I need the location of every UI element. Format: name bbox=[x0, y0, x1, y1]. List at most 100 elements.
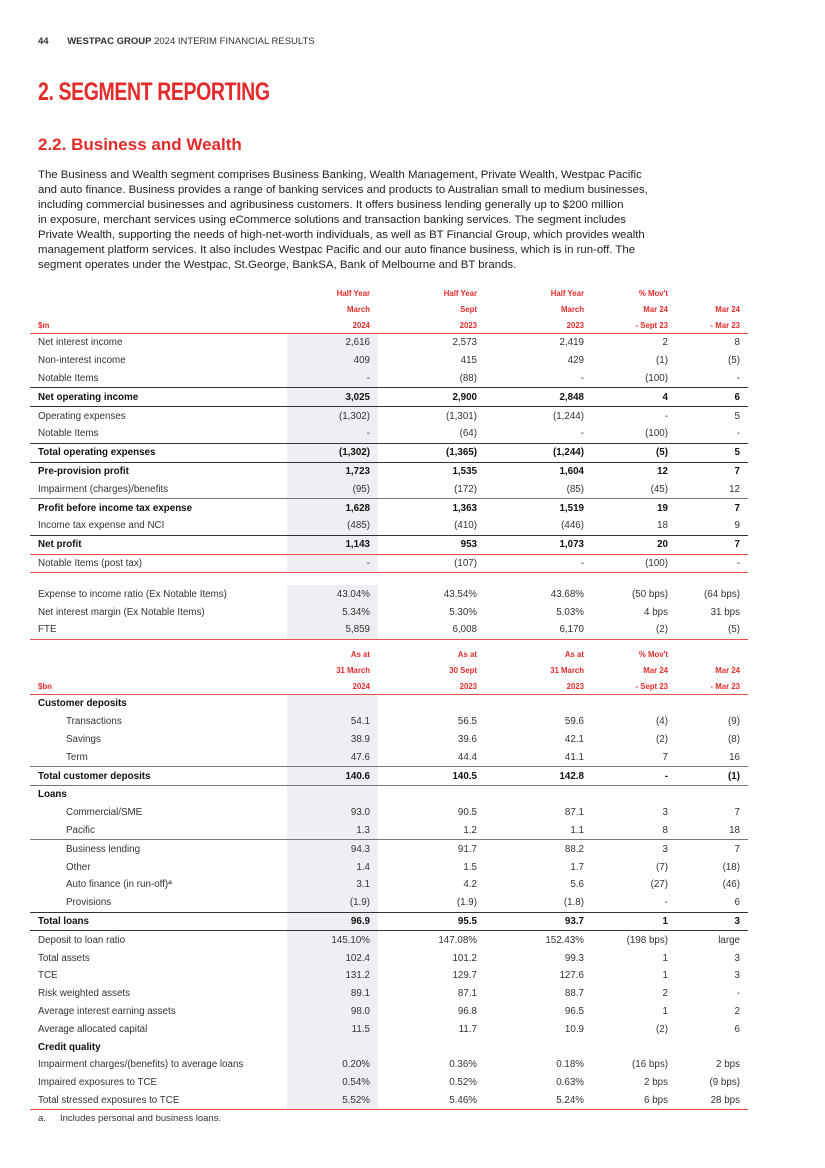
column-header: - Sept 23 bbox=[592, 317, 676, 334]
cell-value: (198 bps) bbox=[626, 934, 668, 946]
cell-value: 59.6 bbox=[564, 716, 584, 728]
cell-value: 90.5 bbox=[457, 807, 477, 819]
cell-value: 31 bps bbox=[710, 606, 740, 618]
cell-value: (1,365) bbox=[378, 443, 485, 463]
cell-value: 2 bps bbox=[716, 1059, 740, 1071]
cell-value: 415 bbox=[460, 355, 477, 367]
row-label: Commercial/SME bbox=[66, 807, 143, 819]
cell-value: 101.2 bbox=[452, 952, 477, 964]
cell-value: 6 bbox=[734, 1023, 740, 1035]
cell-value: 44.4 bbox=[378, 748, 485, 768]
cell-value: (64 bps) bbox=[704, 588, 740, 600]
cell-value bbox=[485, 785, 592, 803]
table-row: Savings 38.9 39.6 42.1 (2) (8) bbox=[30, 730, 748, 749]
paragraph-line: in exposure, merchant services using eCo… bbox=[38, 214, 626, 226]
row-label: Deposit to loan ratio bbox=[38, 934, 126, 946]
cell-value: 953 bbox=[378, 535, 485, 555]
intro-paragraph: The Business and Wealth segment comprise… bbox=[38, 168, 798, 273]
cell-value: (95) bbox=[287, 480, 378, 500]
cell-value bbox=[676, 695, 748, 713]
cell-value: 18 bbox=[676, 821, 748, 841]
subsection-title: 2.2. Business and Wealth bbox=[38, 135, 242, 154]
paragraph-line: and auto finance. Business provides a ra… bbox=[38, 184, 648, 196]
cell-value: 1.7 bbox=[570, 861, 584, 873]
cell-value: 5.30% bbox=[449, 606, 477, 618]
cell-value: 88.7 bbox=[564, 988, 584, 1000]
cell-value: 3 bbox=[676, 912, 748, 932]
header-row: $bn 2024 2023 2023- Sept 23- Mar 23 bbox=[30, 678, 748, 695]
cell-value bbox=[378, 695, 485, 713]
cell-value: 98.0 bbox=[287, 1002, 378, 1021]
cell-value: 0.20% bbox=[287, 1055, 378, 1074]
cell-value: 409 bbox=[287, 351, 378, 370]
table-row: TCE 131.2 129.7 127.6 1 3 bbox=[30, 966, 748, 985]
column-header bbox=[676, 646, 748, 662]
running-header: 44 WESTPAC GROUP 2024 INTERIM FINANCIAL … bbox=[38, 36, 315, 47]
column-header: $m bbox=[30, 317, 287, 334]
footnote: a. Includes personal and business loans. bbox=[38, 1113, 221, 1124]
cell-value: 1 bbox=[592, 912, 676, 932]
row-label: Average allocated capital bbox=[38, 1023, 148, 1035]
cell-value bbox=[287, 694, 378, 713]
cell-value: 1.2 bbox=[378, 821, 485, 841]
cell-value: 0.63% bbox=[556, 1077, 584, 1089]
cell-value: 1,519 bbox=[559, 502, 584, 514]
cell-value: - bbox=[592, 766, 676, 786]
column-header: % Mov't bbox=[638, 288, 668, 298]
column-header: 2023 bbox=[485, 678, 592, 695]
paragraph-line: segment operates under the Westpac, St.G… bbox=[38, 259, 517, 271]
cell-value: 0.54% bbox=[287, 1073, 378, 1092]
cell-value: 6,008 bbox=[378, 620, 485, 640]
cell-value: (100) bbox=[592, 554, 676, 574]
column-header: 2023 bbox=[378, 317, 485, 334]
cell-value: 12 bbox=[657, 465, 668, 477]
cell-value: 127.6 bbox=[559, 970, 584, 982]
cell-value: 145.10% bbox=[287, 930, 378, 950]
cell-value: 94.3 bbox=[287, 839, 378, 859]
cell-value: 1,073 bbox=[485, 535, 592, 555]
table-row: Notable Items - (64) - (100) - bbox=[30, 424, 748, 444]
cell-value bbox=[676, 785, 748, 803]
cell-value: 429 bbox=[567, 355, 584, 367]
cell-value: 56.5 bbox=[457, 716, 477, 728]
cell-value: - bbox=[485, 424, 592, 444]
cell-value: 3.1 bbox=[287, 875, 378, 894]
cell-value: 95.5 bbox=[378, 912, 485, 932]
cell-value: 96.5 bbox=[564, 1005, 584, 1017]
cell-value: (2) bbox=[656, 1023, 668, 1035]
cell-value: (45) bbox=[592, 480, 676, 500]
cell-value: 3 bbox=[662, 807, 668, 819]
cell-value: 3 bbox=[734, 970, 740, 982]
cell-value: - bbox=[287, 554, 378, 574]
cell-value: 129.7 bbox=[452, 970, 477, 982]
cell-value: (172) bbox=[378, 480, 485, 500]
row-label: Average interest earning assets bbox=[38, 1005, 176, 1017]
column-header: March bbox=[561, 304, 584, 314]
cell-value: 5.46% bbox=[378, 1091, 485, 1111]
table-row: FTE 5,859 6,008 6,170 (2) (5) bbox=[30, 620, 748, 640]
cell-value bbox=[592, 785, 676, 803]
row-label: Net interest margin (Ex Notable Items) bbox=[38, 606, 205, 618]
table-row: Impairment charges/(benefits) to average… bbox=[30, 1055, 748, 1074]
cell-value: (7) bbox=[656, 861, 668, 873]
cell-value: 2,900 bbox=[378, 387, 485, 408]
cell-value: (1) bbox=[656, 355, 668, 367]
cell-value: (18) bbox=[722, 861, 740, 873]
cell-value: 0.36% bbox=[449, 1059, 477, 1071]
row-label: Profit before income tax expense bbox=[38, 502, 193, 514]
cell-value: 96.8 bbox=[457, 1005, 477, 1017]
table-row: Impairment (charges)/benefits (95) (172) (8… bbox=[30, 480, 748, 500]
row-label: Non-interest income bbox=[38, 355, 126, 367]
cell-value: 43.04% bbox=[287, 585, 378, 604]
cell-value: 20 bbox=[592, 535, 676, 555]
table-row: Loans bbox=[30, 785, 748, 804]
cell-value: (2) bbox=[592, 620, 676, 640]
cell-value: 140.6 bbox=[287, 766, 378, 786]
header-row: Half Year Half Year Half Year % Mov't bbox=[30, 285, 748, 301]
cell-value: 2 bbox=[734, 1005, 740, 1017]
cell-value: 43.54% bbox=[443, 588, 477, 600]
cell-value: (5) bbox=[728, 355, 740, 367]
cell-value: 54.1 bbox=[287, 712, 378, 731]
table-row: Impaired exposures to TCE 0.54% 0.52% 0.63%… bbox=[30, 1073, 748, 1092]
cell-value: 11.7 bbox=[458, 1023, 477, 1035]
